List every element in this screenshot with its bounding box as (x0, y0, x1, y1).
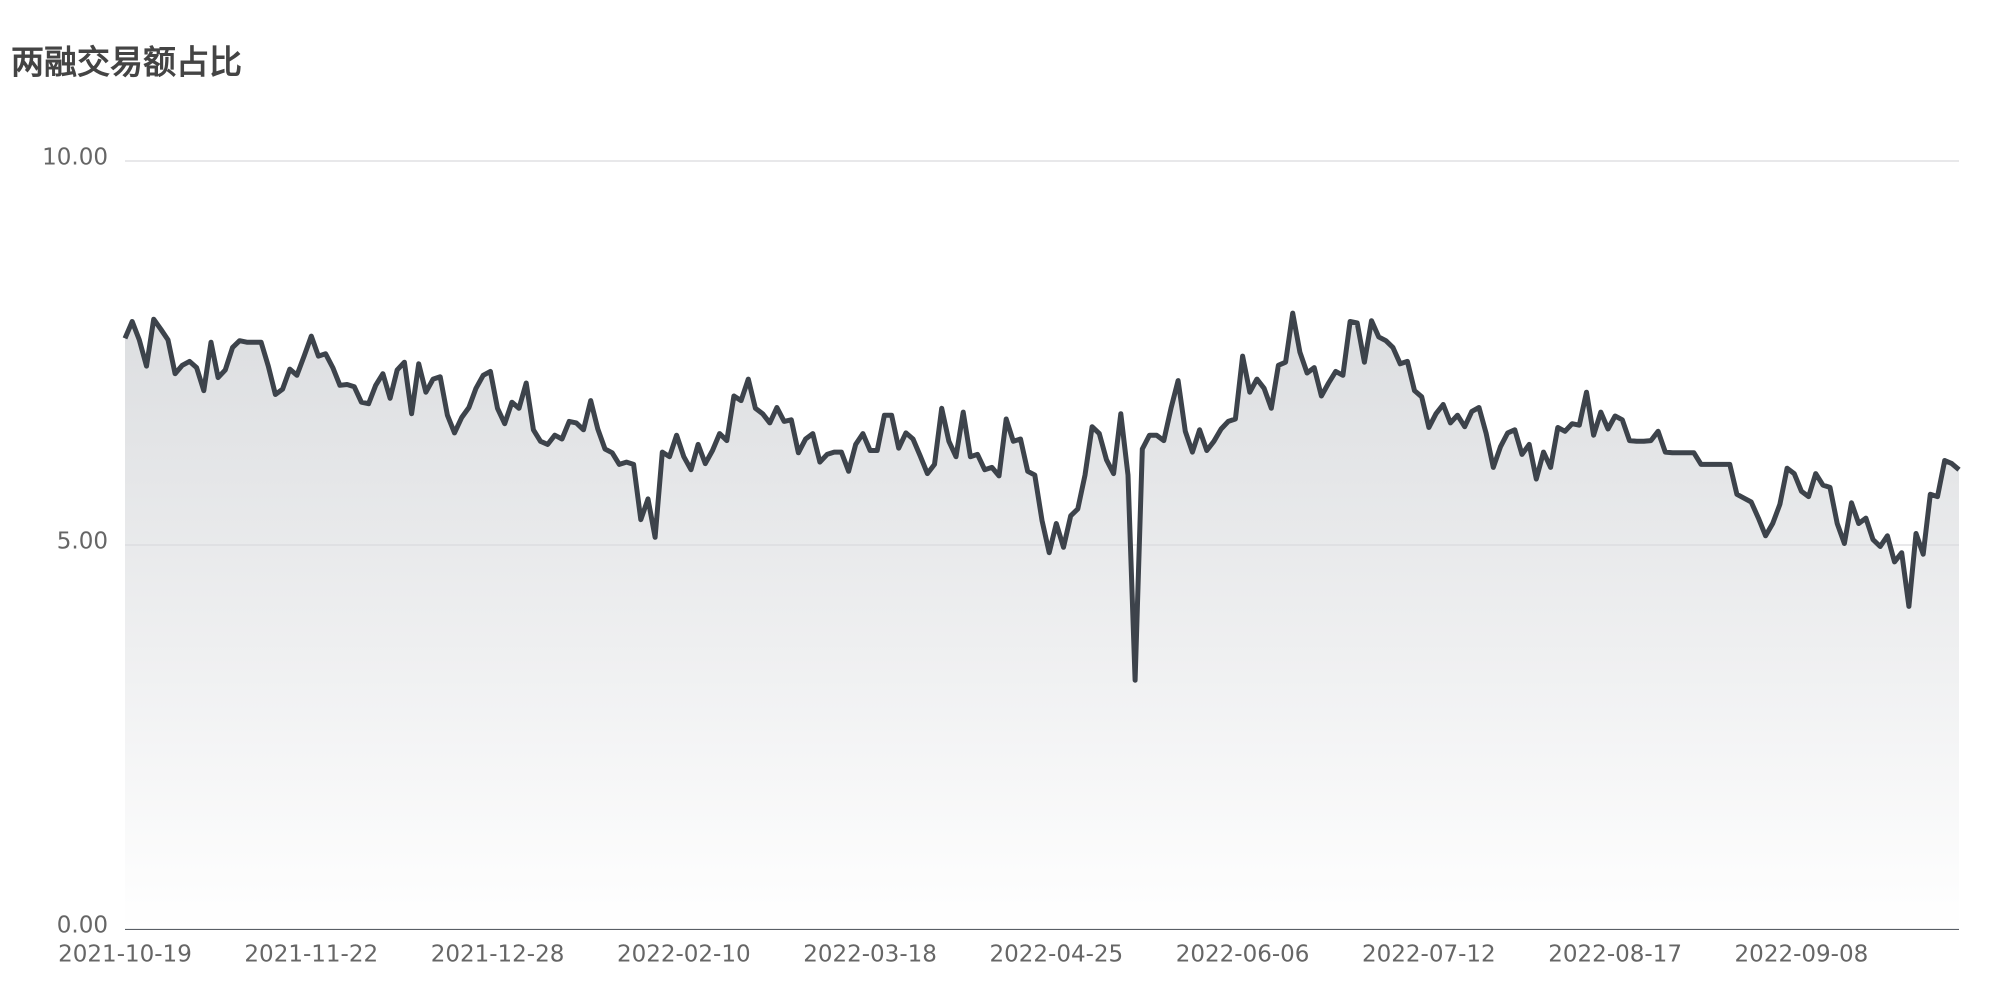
area-fill (125, 313, 1959, 930)
y-tick-label: 0.00 (57, 913, 108, 939)
x-tick-label: 2021-11-22 (244, 942, 378, 968)
x-tick-label: 2022-04-25 (989, 942, 1123, 968)
x-tick-label: 2022-08-17 (1548, 942, 1682, 968)
x-tick-label: 2022-09-08 (1735, 942, 1869, 968)
line (122, 310, 1961, 683)
x-tick-label: 2022-03-18 (803, 942, 937, 968)
y-tick-label: 5.00 (57, 529, 108, 555)
x-tick-label: 2021-10-19 (58, 942, 192, 968)
y-tick-label: 10.00 (42, 145, 108, 171)
x-tick-label: 2022-06-06 (1176, 942, 1310, 968)
x-tick-label: 2022-02-10 (617, 942, 751, 968)
x-tick-label: 2022-07-12 (1362, 942, 1496, 968)
chart-title: 两融交易额占比 (11, 43, 242, 82)
x-tick-label: 2021-12-28 (431, 942, 565, 968)
